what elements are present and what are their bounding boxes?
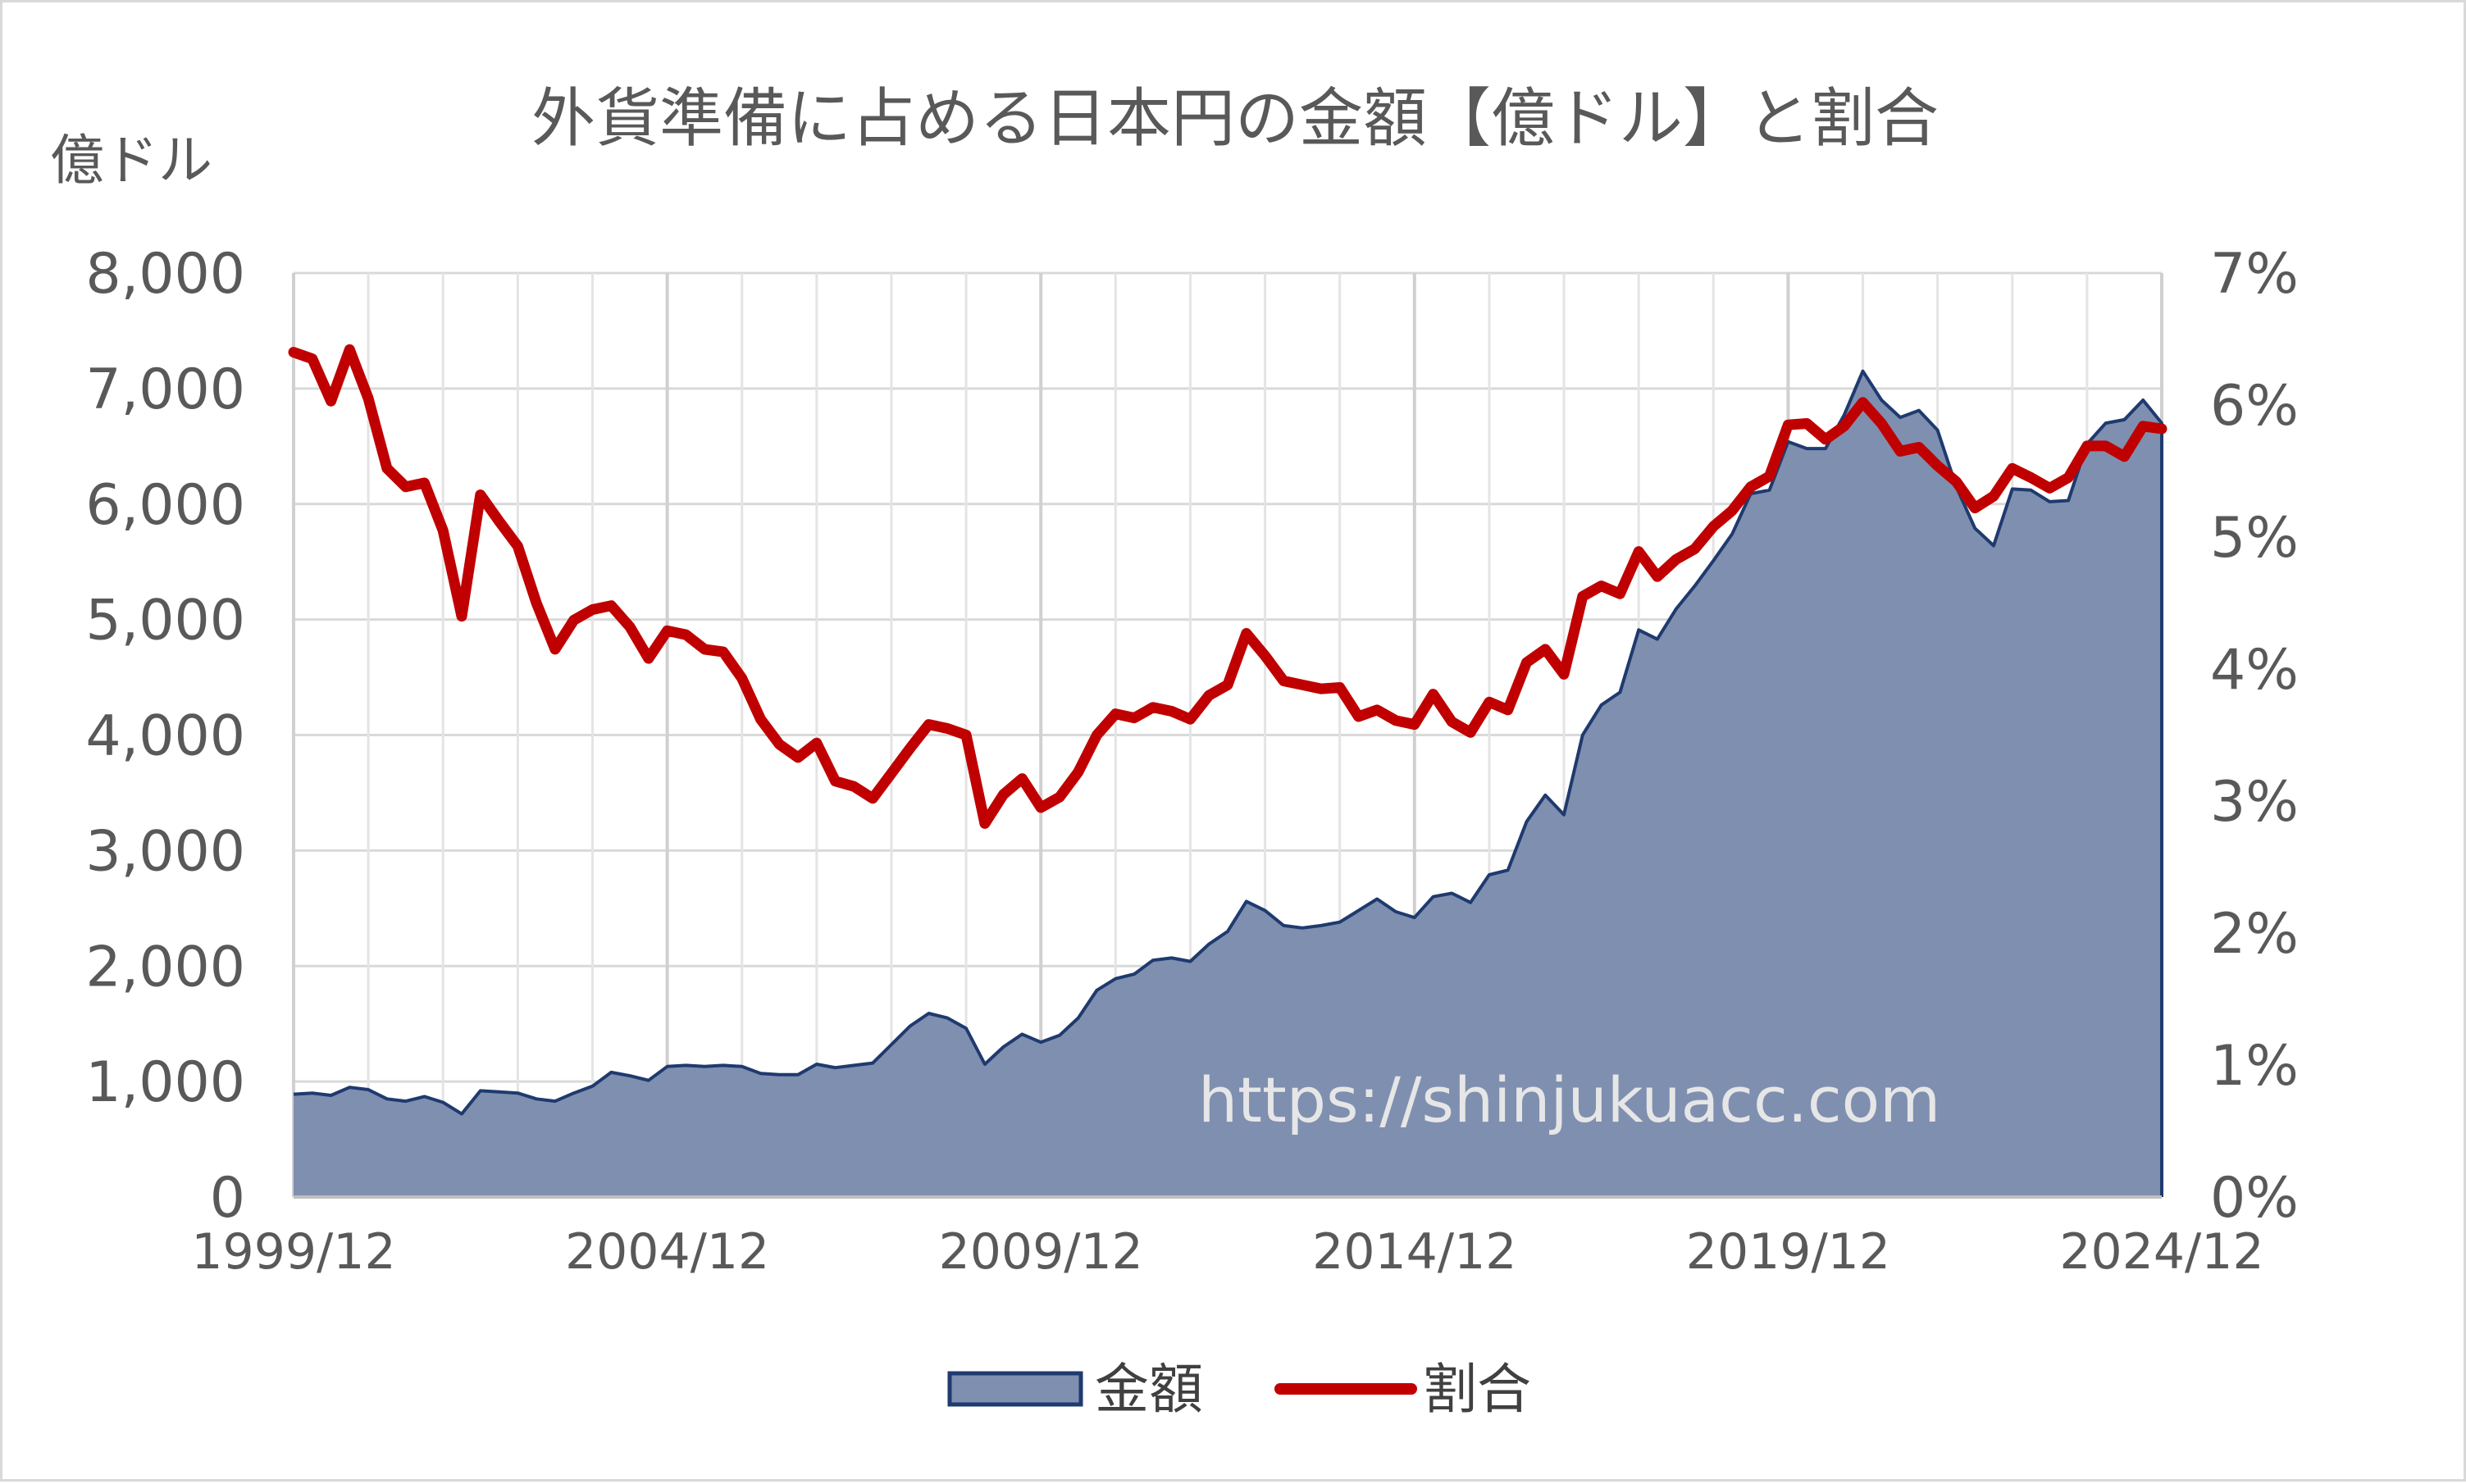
legend-share-label: 割合 — [1423, 1358, 1531, 1421]
amount-area-series — [294, 371, 2162, 1197]
x-tick-label: 2014/12 — [1312, 1223, 1516, 1281]
share-line-layer — [288, 344, 2167, 829]
x-tick-label: 1999/12 — [191, 1223, 395, 1281]
y2-tick-label: 6% — [2210, 374, 2299, 439]
legend-amount-swatch — [947, 1371, 1083, 1407]
y-tick-label: 1,000 — [85, 1050, 245, 1115]
y-axis-label: 億ドル — [50, 129, 212, 192]
legend: 金額 割合 — [947, 1358, 1531, 1421]
x-tick-label: 2009/12 — [939, 1223, 1143, 1281]
y-tick-label: 8,000 — [85, 242, 245, 307]
y2-tick-label: 7% — [2210, 242, 2299, 307]
legend-amount-label: 金額 — [1095, 1358, 1203, 1421]
y2-tick-labels: 0% 1% 2% 3% 4% 5% 6% 7% — [2210, 242, 2299, 1231]
y2-tick-label: 5% — [2210, 506, 2299, 571]
amount-area-outline — [293, 369, 2163, 1197]
y2-tick-label: 0% — [2210, 1166, 2299, 1231]
y-tick-label: 0 — [210, 1166, 245, 1231]
y-tick-label: 7,000 — [85, 357, 245, 422]
y2-tick-label: 4% — [2210, 638, 2299, 703]
y-tick-labels: 0 1,000 2,000 3,000 4,000 5,000 6,000 7,000 8,00… — [85, 242, 245, 1231]
x-tick-label: 2004/12 — [565, 1223, 769, 1281]
watermark-text: https://shinjukuacc.com — [1198, 1063, 1940, 1136]
y2-tick-label: 1% — [2210, 1034, 2299, 1099]
x-tick-label: 2019/12 — [1686, 1223, 1890, 1281]
y2-tick-label: 2% — [2210, 902, 2299, 967]
y-tick-label: 2,000 — [85, 935, 245, 999]
chart-title: 外貨準備に占める日本円の金額【億ドル】と割合 — [531, 82, 1939, 156]
y-tick-label: 3,000 — [85, 819, 245, 884]
y-tick-label: 4,000 — [85, 704, 245, 769]
x-tick-labels: 1999/12 2004/12 2009/12 2014/12 2019/12 2024/… — [191, 1223, 2263, 1281]
share-line-series — [288, 344, 2167, 829]
x-tick-label: 2024/12 — [2059, 1223, 2263, 1281]
y-tick-label: 5,000 — [85, 589, 245, 653]
y2-tick-label: 3% — [2210, 770, 2299, 835]
amount-area-layer — [293, 369, 2163, 1197]
y-tick-label: 6,000 — [85, 473, 245, 538]
